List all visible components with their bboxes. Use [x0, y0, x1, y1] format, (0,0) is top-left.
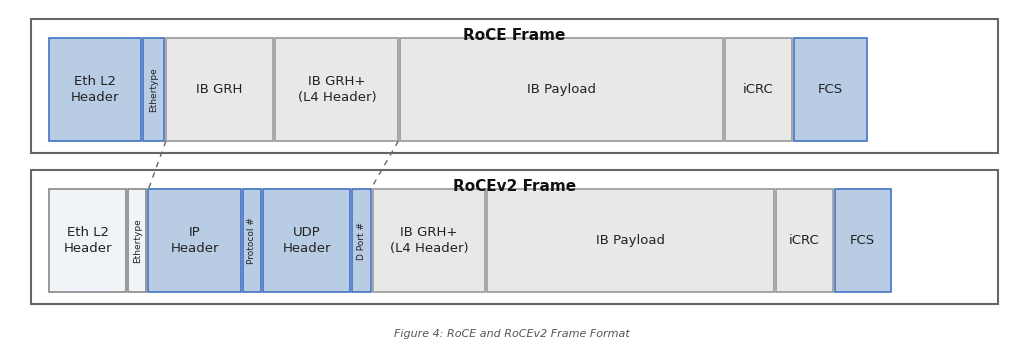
Text: UDP
Header: UDP Header [283, 226, 331, 255]
Bar [352, 189, 371, 292]
Bar [148, 189, 241, 292]
Bar [794, 38, 867, 141]
Text: RoCE Frame: RoCE Frame [464, 28, 565, 43]
Bar [49, 38, 141, 141]
Text: Eth L2
Header: Eth L2 Header [71, 75, 120, 104]
Text: FCS: FCS [818, 83, 843, 96]
Text: Ethertype: Ethertype [150, 67, 158, 112]
Text: FCS: FCS [850, 234, 876, 247]
Text: IB GRH: IB GRH [197, 83, 243, 96]
Bar [835, 189, 891, 292]
Bar [263, 189, 350, 292]
Text: IP
Header: IP Header [170, 226, 219, 255]
Text: IB Payload: IB Payload [596, 234, 666, 247]
Bar [31, 170, 998, 304]
Bar [31, 19, 998, 153]
Text: IB GRH+
(L4 Header): IB GRH+ (L4 Header) [390, 226, 468, 255]
Bar [166, 38, 273, 141]
Bar [49, 189, 126, 292]
Text: D Port #: D Port # [357, 222, 366, 260]
Bar [725, 38, 792, 141]
Bar [487, 189, 774, 292]
Bar [373, 189, 485, 292]
Text: RoCEv2 Frame: RoCEv2 Frame [453, 179, 577, 194]
Text: iCRC: iCRC [742, 83, 774, 96]
Bar [275, 38, 398, 141]
Bar [400, 38, 723, 141]
Bar [143, 38, 164, 141]
Bar [128, 189, 146, 292]
Text: Ethertype: Ethertype [133, 218, 141, 263]
Text: IB GRH+
(L4 Header): IB GRH+ (L4 Header) [298, 75, 376, 104]
Text: Protocol #: Protocol # [248, 217, 256, 264]
Text: Eth L2
Header: Eth L2 Header [63, 226, 112, 255]
Bar [243, 189, 261, 292]
Text: Figure 4: RoCE and RoCEv2 Frame Format: Figure 4: RoCE and RoCEv2 Frame Format [394, 329, 630, 340]
Text: IB Payload: IB Payload [527, 83, 596, 96]
Text: iCRC: iCRC [788, 234, 820, 247]
Bar [776, 189, 833, 292]
